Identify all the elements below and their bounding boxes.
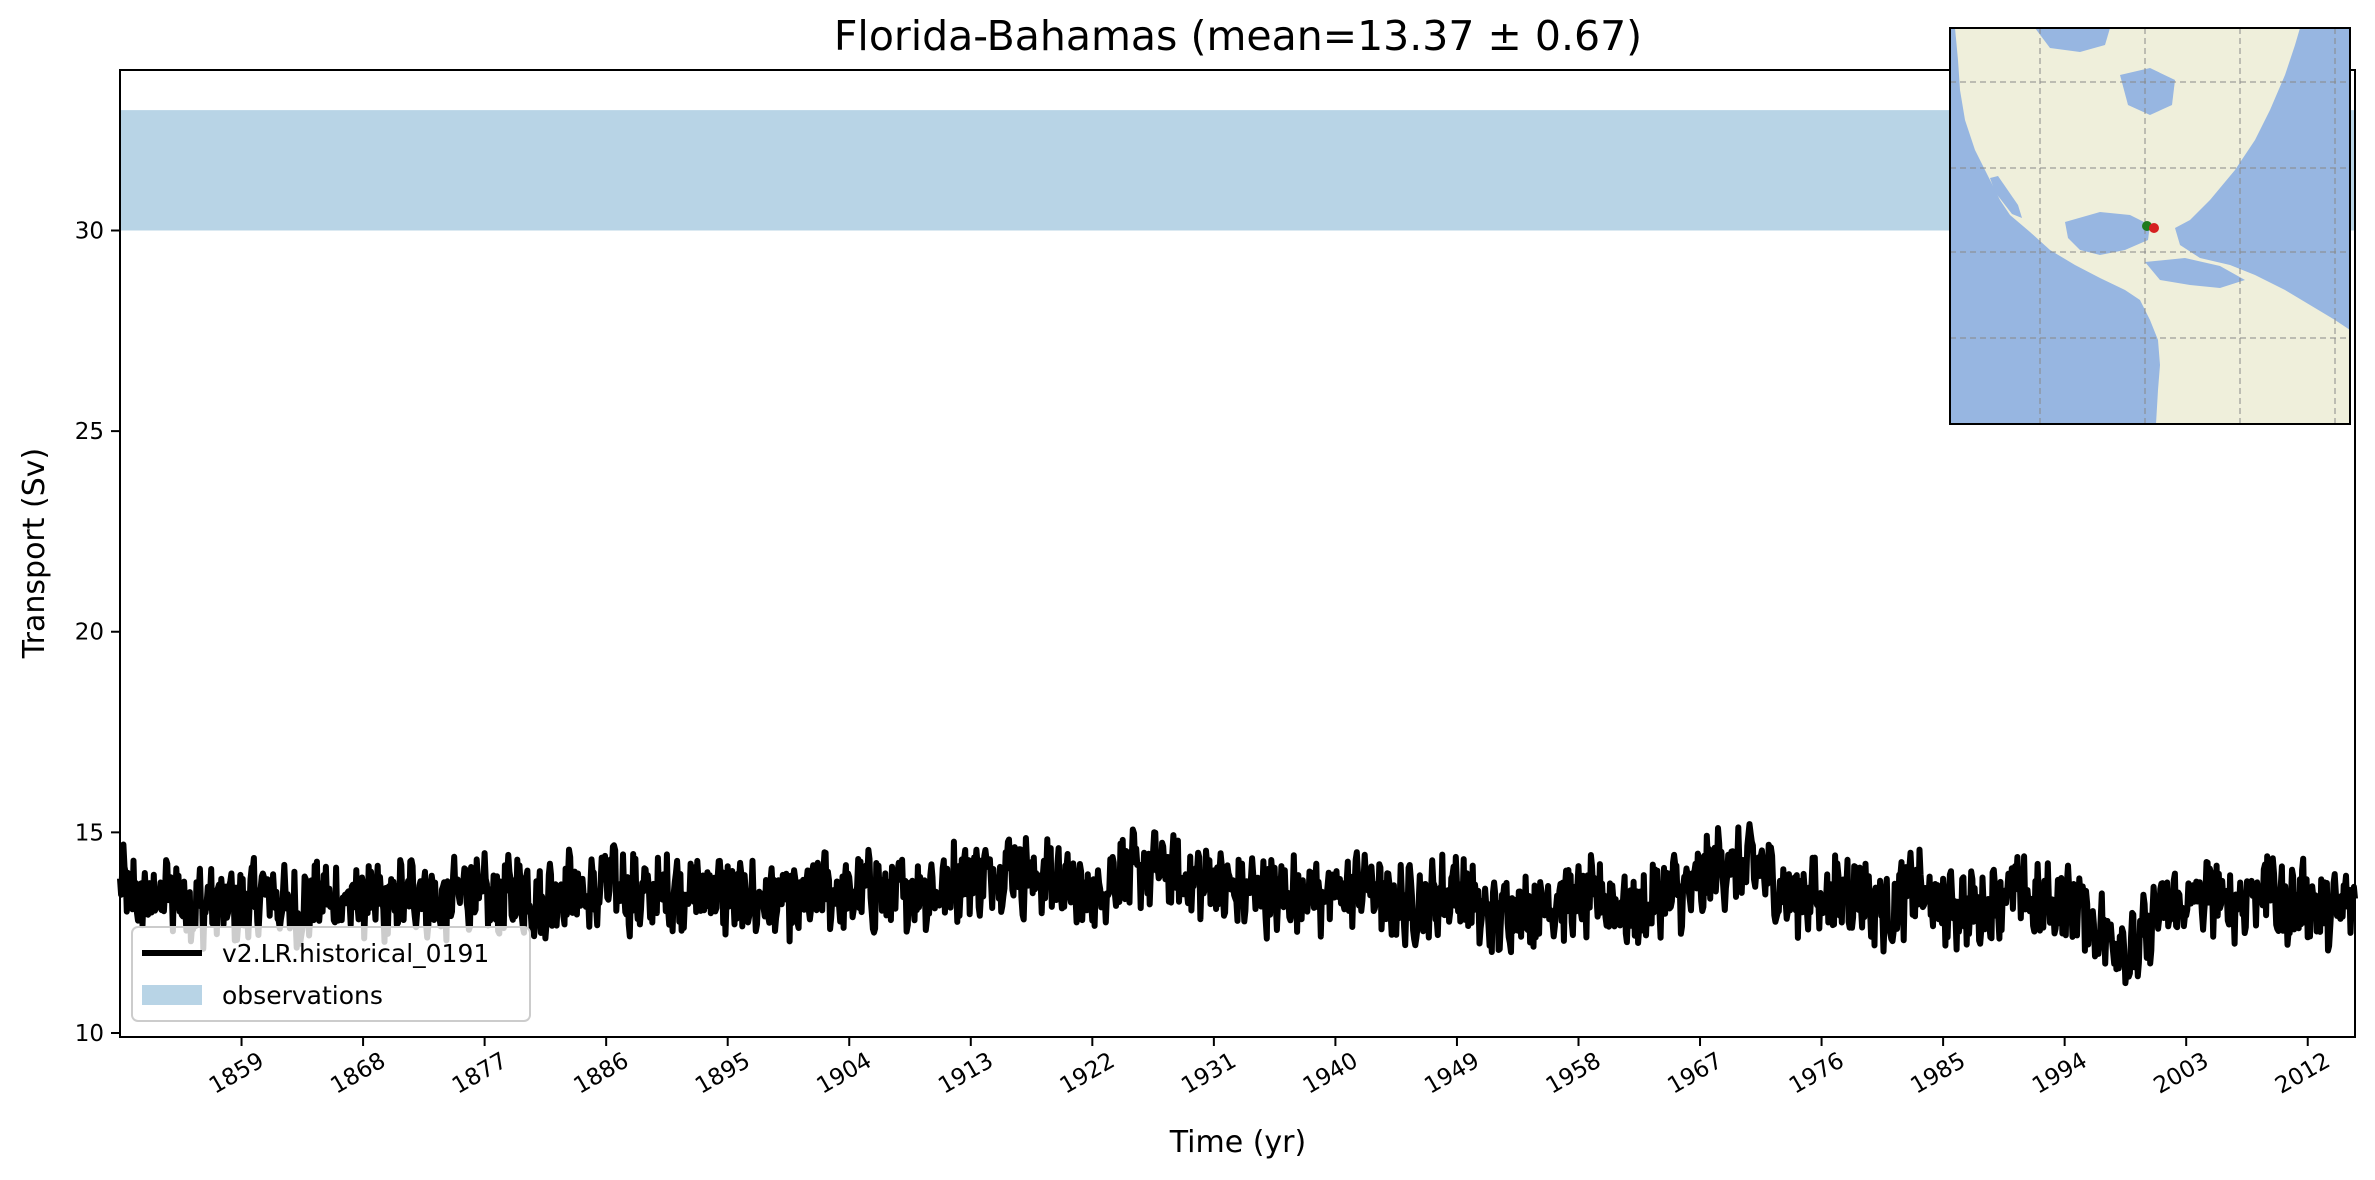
map-atlantic-ocean — [2175, 28, 2350, 330]
y-tick-label: 15 — [75, 820, 104, 846]
map-arctic-water — [2035, 28, 2110, 52]
chart-title: Florida-Bahamas (mean=13.37 ± 0.67) — [834, 12, 1642, 60]
map-gulf-of-california — [1990, 176, 2022, 218]
map-hudson-bay — [2120, 68, 2175, 115]
series-line — [117, 821, 2358, 987]
map-frame — [1949, 27, 2351, 425]
y-tick-label: 10 — [75, 1021, 104, 1047]
map-pacific-ocean — [1950, 28, 2160, 424]
y-axis-title: Transport (Sv) — [17, 448, 52, 660]
y-axis: 10 15 20 25 30 — [75, 218, 120, 1047]
map-caribbean-sea — [2145, 258, 2245, 288]
y-tick-label: 30 — [75, 218, 104, 244]
map-marker-end — [2149, 223, 2159, 233]
plot-frame — [119, 69, 2356, 1038]
x-axis-title: Time (yr) — [1169, 1125, 1306, 1160]
legend-band-swatch — [142, 985, 202, 1005]
legend-label-observations: observations — [222, 981, 383, 1010]
legend-label-series: v2.LR.historical_0191 — [222, 939, 489, 968]
map-gulf-of-mexico — [2065, 212, 2150, 255]
inset-map — [1949, 27, 2351, 425]
y-tick-label: 20 — [75, 620, 104, 646]
legend-box — [131, 926, 531, 1022]
legend: v2.LR.historical_0191 observations — [131, 926, 531, 1022]
y-tick-label: 25 — [75, 419, 104, 445]
